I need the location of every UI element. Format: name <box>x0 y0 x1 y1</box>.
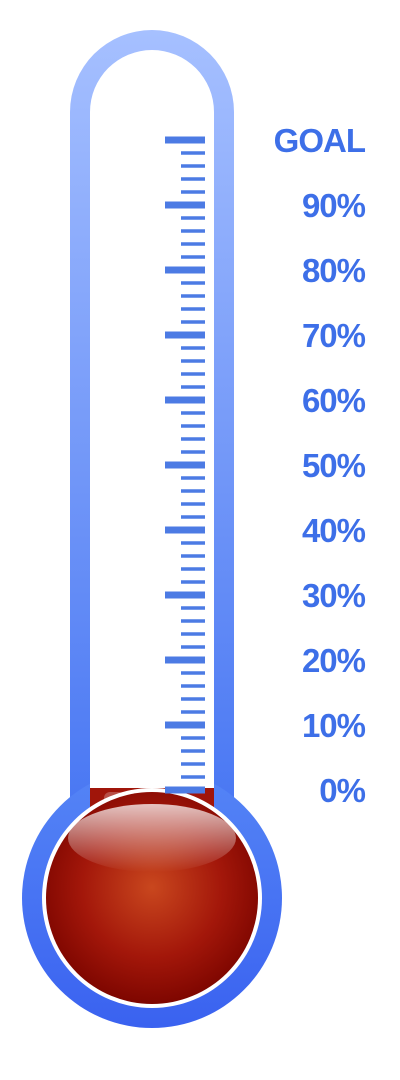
major-tick <box>165 136 205 144</box>
bulb-shine <box>68 804 236 872</box>
minor-tick <box>181 190 205 194</box>
scale-label: 20% <box>302 642 366 679</box>
scale-label: 10% <box>302 707 366 744</box>
minor-tick <box>181 359 205 363</box>
scale-label: 70% <box>302 317 366 354</box>
minor-tick <box>181 307 205 311</box>
minor-tick <box>181 515 205 519</box>
major-tick <box>165 331 205 339</box>
scale-label: 30% <box>302 577 366 614</box>
scale-label: 0% <box>319 772 365 809</box>
minor-tick <box>181 762 205 766</box>
minor-tick <box>181 320 205 324</box>
scale-label: 40% <box>302 512 366 549</box>
minor-tick <box>181 541 205 545</box>
minor-tick <box>181 775 205 779</box>
minor-tick <box>181 242 205 246</box>
minor-tick <box>181 450 205 454</box>
major-tick <box>165 201 205 209</box>
major-tick <box>165 591 205 599</box>
minor-tick <box>181 437 205 441</box>
minor-tick <box>181 671 205 675</box>
minor-tick <box>181 294 205 298</box>
minor-tick <box>181 411 205 415</box>
minor-tick <box>181 151 205 155</box>
scale-ticks <box>165 136 205 794</box>
scale-label: GOAL <box>274 122 366 159</box>
scale-label: 60% <box>302 382 366 419</box>
minor-tick <box>181 710 205 714</box>
minor-tick <box>181 567 205 571</box>
minor-tick <box>181 476 205 480</box>
major-tick <box>165 656 205 664</box>
minor-tick <box>181 177 205 181</box>
minor-tick <box>181 632 205 636</box>
minor-tick <box>181 489 205 493</box>
minor-tick <box>181 619 205 623</box>
minor-tick <box>181 424 205 428</box>
minor-tick <box>181 645 205 649</box>
minor-tick <box>181 216 205 220</box>
scale-label: 80% <box>302 252 366 289</box>
minor-tick <box>181 684 205 688</box>
minor-tick <box>181 385 205 389</box>
major-tick <box>165 266 205 274</box>
minor-tick <box>181 749 205 753</box>
minor-tick <box>181 697 205 701</box>
minor-tick <box>181 281 205 285</box>
major-tick <box>165 396 205 404</box>
major-tick <box>165 526 205 534</box>
minor-tick <box>181 346 205 350</box>
scale-labels: GOAL 90% 80% 70% 60% 50% 40% 30% 20% 10% 0% <box>274 122 367 809</box>
major-tick <box>165 461 205 469</box>
minor-tick <box>181 255 205 259</box>
major-tick <box>165 721 205 729</box>
major-tick <box>165 786 205 794</box>
minor-tick <box>181 164 205 168</box>
minor-tick <box>181 606 205 610</box>
scale-label: 50% <box>302 447 366 484</box>
minor-tick <box>181 502 205 506</box>
minor-tick <box>181 554 205 558</box>
scale-label: 90% <box>302 187 366 224</box>
minor-tick <box>181 372 205 376</box>
minor-tick <box>181 229 205 233</box>
minor-tick <box>181 736 205 740</box>
minor-tick <box>181 580 205 584</box>
